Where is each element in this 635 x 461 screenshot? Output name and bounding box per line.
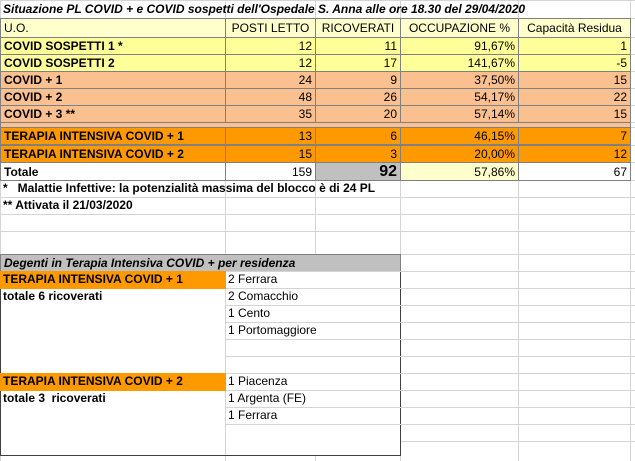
value-cell: 17 (315, 54, 401, 72)
place: 1 Portomaggiore (228, 323, 317, 337)
value-cell: 3 (315, 145, 401, 163)
value-cell: 22 (518, 88, 631, 106)
row-label: COVID + 1 (0, 71, 226, 89)
row-label: TERAPIA INTENSIVA COVID + 1 (0, 127, 226, 145)
grid-line (630, 0, 631, 461)
grid-line (400, 0, 401, 461)
grid-line (0, 231, 635, 232)
value-cell: 13 (225, 127, 316, 145)
note: * Malattie Infettive: la potenzialità ma… (3, 181, 376, 195)
grid-line (225, 407, 401, 408)
value-cell: -5 (518, 54, 631, 72)
grid-line (225, 271, 226, 455)
place: 1 Ferrara (228, 408, 278, 422)
value-cell: 15 (518, 105, 631, 123)
place: 2 Comacchio (228, 289, 299, 303)
value-cell: 15 (225, 145, 316, 163)
total-cell: 57,86% (400, 162, 519, 181)
total-label: Totale (0, 162, 226, 181)
value-cell: 12 (225, 37, 316, 55)
grid-line (225, 0, 226, 461)
grid-line (225, 288, 401, 289)
total-cell: 92 (315, 162, 401, 181)
row-label: COVID + 3 ** (0, 105, 226, 123)
value-cell: 26 (315, 88, 401, 106)
residence-title: Degenti in Terapia Intensiva COVID + per… (0, 254, 401, 272)
value-cell: 12 (225, 54, 316, 72)
value-cell: 11 (315, 37, 401, 55)
place: 1 Piacenza (228, 374, 288, 388)
title: Situazione PL COVID + e COVID sospetti d… (3, 2, 526, 16)
value-cell: 7 (518, 127, 631, 145)
value-cell: 9 (315, 71, 401, 89)
value-cell: 20,00% (400, 145, 519, 163)
grid-line (225, 305, 401, 306)
grid-line (0, 214, 635, 215)
row-label: COVID + 2 (0, 88, 226, 106)
grid-line (315, 0, 316, 461)
grid-line (225, 271, 401, 272)
grid-line (0, 0, 1, 461)
grid-line (225, 373, 401, 374)
grid-line (225, 424, 401, 425)
value-cell: 141,67% (400, 54, 519, 72)
grid-line (225, 339, 401, 340)
grid-line (225, 390, 401, 391)
value-cell: 37,50% (400, 71, 519, 89)
grid-line (225, 356, 401, 357)
grid-line (225, 322, 401, 323)
column-header: RICOVERATI (315, 18, 401, 38)
column-header: POSTI LETTO (225, 18, 316, 38)
value-cell: 24 (225, 71, 316, 89)
note: ** Attivata il 21/03/2020 (3, 198, 133, 212)
grid-line (518, 0, 519, 461)
value-cell: 1 (518, 37, 631, 55)
place: 2 Ferrara (228, 272, 278, 286)
value-cell: 15 (518, 71, 631, 89)
summary: totale 3 ricoverati (3, 391, 106, 405)
column-header: Capacità Residua (518, 18, 631, 38)
value-cell: 48 (225, 88, 316, 106)
grid-line (0, 197, 635, 198)
row-label: COVID SOSPETTI 1 * (0, 37, 226, 55)
unit-label: TERAPIA INTENSIVA COVID + 1 (0, 271, 226, 289)
column-header: OCCUPAZIONE % (400, 18, 519, 38)
summary: totale 6 ricoverati (3, 289, 103, 303)
value-cell: 6 (315, 127, 401, 145)
value-cell: 35 (225, 105, 316, 123)
place: 1 Argenta (FE) (228, 391, 307, 405)
row-label: TERAPIA INTENSIVA COVID + 2 (0, 145, 226, 163)
value-cell: 12 (518, 145, 631, 163)
place: 1 Cento (228, 306, 271, 320)
grid-line (0, 0, 635, 1)
value-cell: 20 (315, 105, 401, 123)
column-header: U.O. (0, 18, 226, 38)
value-cell: 91,67% (400, 37, 519, 55)
unit-label: TERAPIA INTENSIVA COVID + 2 (0, 373, 226, 391)
value-cell: 54,17% (400, 88, 519, 106)
total-cell: 159 (225, 162, 316, 181)
total-cell: 67 (518, 162, 631, 181)
value-cell: 57,14% (400, 105, 519, 123)
value-cell: 46,15% (400, 127, 519, 145)
row-label: COVID SOSPETTI 2 (0, 54, 226, 72)
